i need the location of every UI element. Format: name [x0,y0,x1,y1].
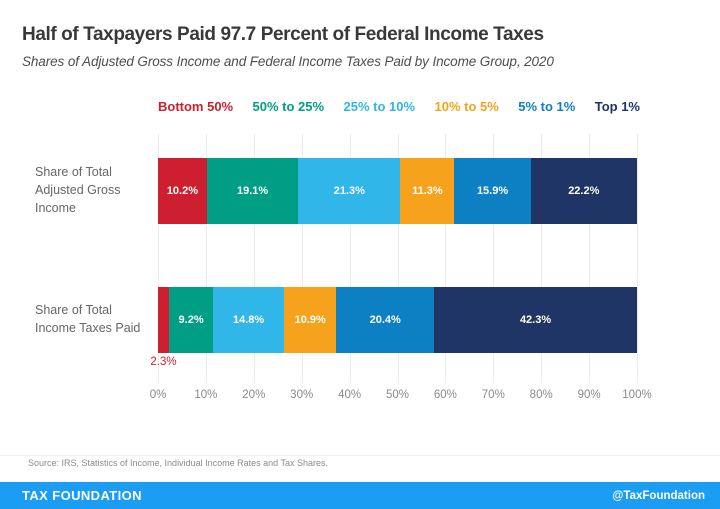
segment-value-label: 14.8% [233,314,265,326]
category-label: Share of Total Income Taxes Paid [35,303,141,335]
legend-item: Top 1% [594,99,640,114]
chart-subtitle: Shares of Adjusted Gross Income and Fede… [22,54,554,69]
x-tick-label: 10% [194,389,218,401]
gridline [541,134,543,383]
x-tick-label: 70% [481,389,505,401]
legend-item: 50% to 25% [252,99,325,114]
bar-segment: 11.3% [400,158,455,224]
chart-title: Half of Taxpayers Paid 97.7 Percent of F… [22,24,544,45]
segment-value-label: 22.2% [568,185,600,197]
x-tick-label: 20% [242,389,266,401]
x-tick-label: 60% [433,389,457,401]
brand-footer: TAX FOUNDATION @TaxFoundation [0,482,720,509]
bar-segment: 42.3% [434,287,637,353]
x-tick-label: 90% [577,389,601,401]
gridline [397,134,399,383]
stacked-bar: 9.2% 14.8% 10.9% 20.4% 42.3% [158,287,637,353]
segment-value-label: 15.9% [476,185,509,197]
gridline [253,134,255,383]
gridline [349,134,351,383]
segment-value-label: 11.3% [412,185,443,197]
gridline [637,134,638,383]
brand-name: TAX FOUNDATION [22,488,142,503]
bar-segment: 19.1% [206,158,299,224]
source-note: Source: IRS, Statistics of Income, Indiv… [28,458,328,468]
x-tick-label: 40% [338,389,362,401]
x-tick-label: 30% [290,389,314,401]
legend-item: 10% to 5% [434,99,499,114]
gridline [493,134,495,383]
segment-value-label: 9.2% [178,314,204,326]
gridline [589,134,591,383]
bar-segment: 10.9% [284,287,337,353]
bar-segment: 14.8% [213,287,285,353]
stacked-bar: 10.2% 19.1% 21.3% 11.3% 15.9% 22.2% [158,158,637,224]
bar-segment: 20.4% [336,287,435,353]
segment-value-label: 19.1% [236,185,269,197]
x-tick-label: 80% [529,389,553,401]
bar-segment: 21.3% [298,158,401,224]
gridline [205,134,207,383]
bar-segment: 10.2% [158,158,207,224]
footer-divider [0,455,720,456]
x-tick-label: 0% [149,389,167,401]
segment-value-label-outside: 2.3% [150,356,177,368]
chart-legend: Bottom 50% 50% to 25% 25% to 10% 10% to 5% 5… [158,99,640,114]
segment-value-label: 42.3% [519,314,552,326]
x-tick-label: 100% [622,389,652,401]
legend-item: Bottom 50% [158,99,234,114]
bar-segment [158,287,170,353]
gridline [445,134,447,383]
legend-item: 25% to 10% [343,99,416,114]
bar-segment: 22.2% [530,158,637,224]
category-label: Share of Total Adjusted Gross Income [35,165,121,215]
gridline [301,134,303,383]
segment-value-label: 20.4% [369,314,401,326]
segment-value-label: 10.9% [294,314,326,326]
gridline [158,134,159,383]
bar-segment: 9.2% [169,287,214,353]
legend-item: 5% to 1% [518,99,576,114]
twitter-handle: @TaxFoundation [612,489,705,502]
segment-value-label: 10.2% [166,185,199,197]
segment-value-label: 21.3% [333,185,365,197]
bar-segment: 15.9% [454,158,531,224]
x-tick-label: 50% [385,389,410,401]
